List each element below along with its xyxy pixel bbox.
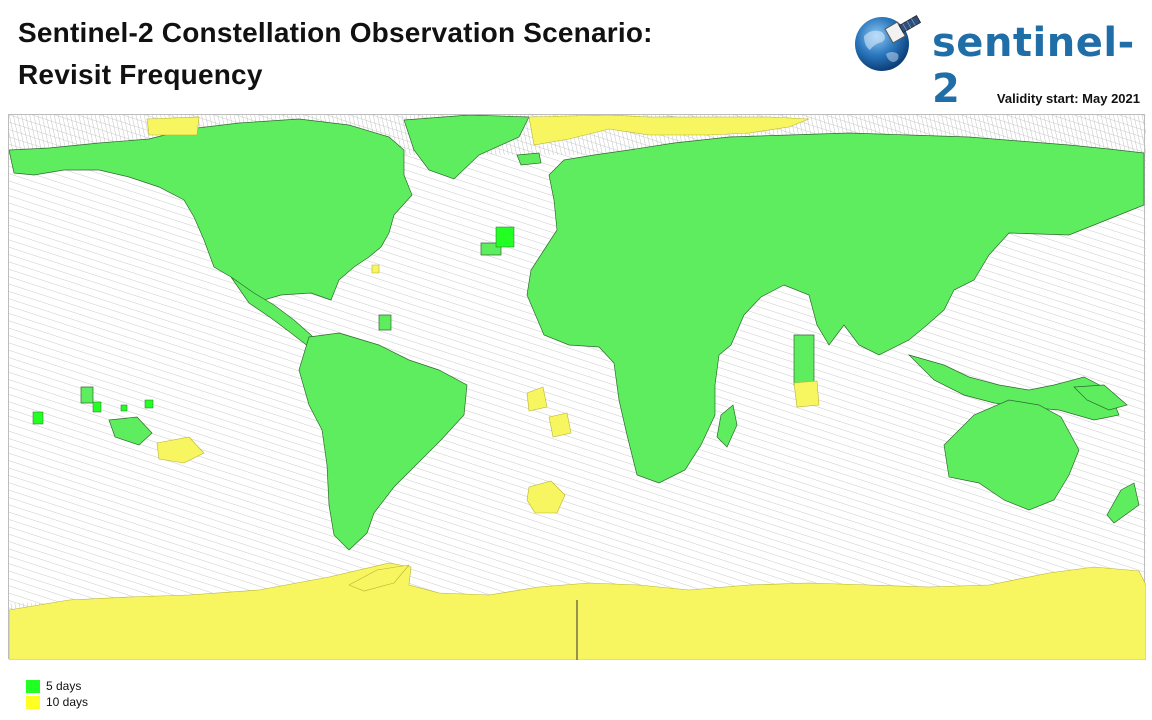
legend-swatch-5-days [26,679,40,693]
land-iceland [516,152,542,166]
atlantic-island-10-days-2 [548,412,572,438]
title-line-2: Revisit Frequency [18,59,263,90]
land-5-days [9,115,1145,551]
legend-swatch-10-days [26,695,40,709]
legend-label-5-days: 5 days [46,679,82,693]
validity-start: Validity start: May 2021 [996,91,1140,106]
land-australia [943,399,1080,511]
land-eurasia-africa [526,132,1145,484]
legend: 5 days 10 days [26,678,88,710]
page-title: Sentinel-2 Constellation Observation Sce… [18,12,818,96]
legend-item-5-days: 5 days [26,678,88,694]
legend-item-10-days: 10 days [26,694,88,710]
arctic-10-days-strip-2 [528,115,810,146]
antarctic-peninsula-10-days [348,564,410,592]
hawaii-10-days [156,436,205,464]
land-pacific-islands [108,416,153,446]
land-new-guinea [1073,384,1128,411]
south-atlantic-10-days [526,480,566,514]
land-north-america [9,118,413,301]
logo-text: sentinel-2 [932,20,1135,112]
atlantic-island-10-days-1 [526,386,548,412]
island-10-days-small [371,264,380,274]
bright-green-islands [32,226,515,425]
land-new-zealand [1106,482,1140,524]
land-caribbean [378,314,392,331]
sentinel-2-logo: sentinel-2 [850,6,1140,112]
arctic-10-days-strip-1 [146,116,200,136]
world-map [8,114,1146,660]
land-greenland [403,115,530,180]
land-madagascar [716,404,738,448]
legend-label-10-days: 10 days [46,695,89,709]
land-south-america [298,332,468,551]
land-hatching [9,115,1146,660]
title-line-1: Sentinel-2 Constellation Observation Sce… [18,17,653,48]
indian-ocean-10-days [793,380,820,408]
satellite-globe-icon [855,14,922,71]
map-canvas [9,115,1146,660]
